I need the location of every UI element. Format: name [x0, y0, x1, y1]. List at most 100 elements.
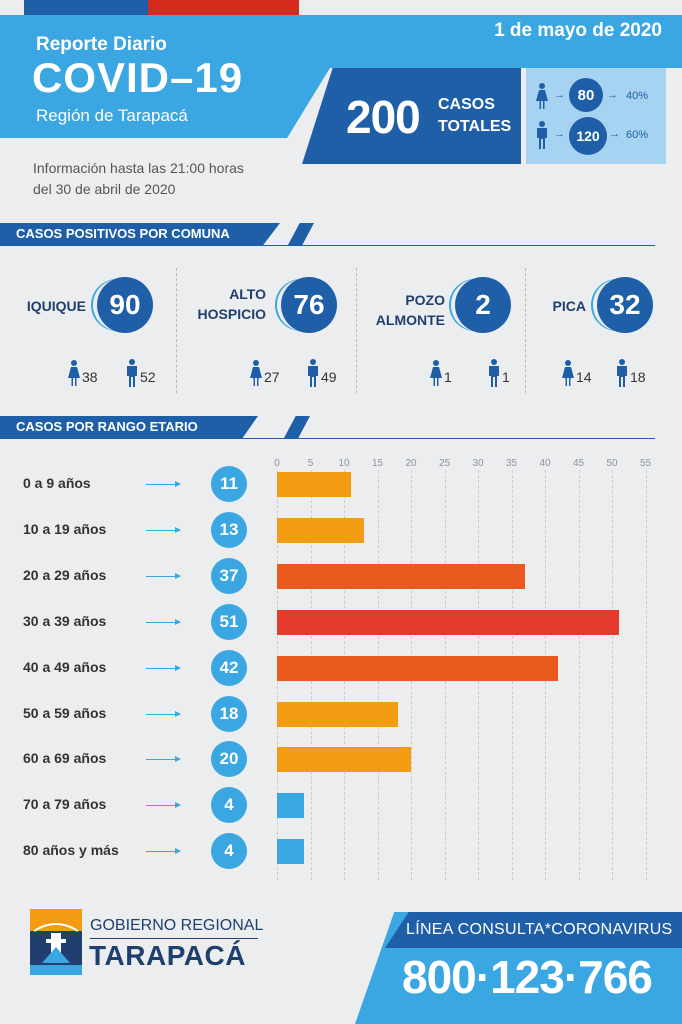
- gov-name-line2: TARAPACÁ: [89, 940, 246, 971]
- comuna-men-count: 49: [321, 369, 337, 385]
- section-header-age: CASOS POR RANGO ETARIO: [0, 416, 258, 438]
- hotline-number[interactable]: 800·123·766: [402, 951, 653, 1003]
- age-count-circle: 37: [211, 557, 247, 594]
- comuna-total: 90: [109, 289, 141, 320]
- age-count-circle: 13: [211, 511, 247, 548]
- comuna-total: 32: [609, 289, 641, 320]
- x-tick-label: 45: [572, 458, 585, 469]
- comuna-total: 76: [293, 289, 325, 320]
- women-total-circle: 80: [569, 78, 603, 112]
- arrow-icon: [146, 664, 181, 671]
- comuna-name-line2: HOSPICIO: [197, 306, 266, 322]
- info-note: Información hasta las 21:00 horas del 30…: [33, 158, 244, 200]
- arrow-icon: [146, 526, 181, 533]
- total-label-line2: TOTALES: [438, 118, 512, 135]
- age-range-label: 40 a 49 años: [23, 658, 107, 675]
- comuna-men-count: 18: [630, 369, 646, 385]
- man-icon: [616, 359, 628, 392]
- data-label: 4: [224, 841, 234, 861]
- data-label: 37: [219, 565, 239, 585]
- age-range-label: 50 a 59 años: [23, 704, 107, 721]
- comuna-total: 2: [475, 289, 491, 320]
- comuna-name-pozo-almonte: POZO ALMONTE: [360, 290, 445, 330]
- grid-line: [645, 470, 647, 880]
- data-label: 51: [219, 611, 239, 631]
- age-count-circle: 42: [211, 649, 247, 686]
- comuna-divider: [176, 268, 177, 393]
- arrow-icon: [146, 618, 181, 625]
- comuna-men-count: 1: [502, 369, 510, 385]
- data-label: 42: [219, 657, 239, 677]
- man-icon: [488, 359, 500, 392]
- age-range-label: 10 a 19 años: [23, 520, 107, 537]
- comuna-name-line1: POZO: [405, 292, 445, 308]
- x-tick-label: 15: [371, 458, 384, 469]
- age-count-circle: 11: [211, 466, 247, 502]
- arrow-icon: [146, 802, 181, 809]
- x-tick-label: 50: [606, 458, 618, 469]
- data-label: 4: [224, 795, 234, 815]
- hotline-label-band: [385, 912, 682, 948]
- woman-icon: [250, 360, 262, 391]
- section-rule: [0, 245, 655, 246]
- x-tick-label: 0: [274, 458, 280, 469]
- age-bar: [277, 839, 304, 865]
- section-title-comunas: CASOS POSITIVOS POR COMUNA: [16, 226, 230, 241]
- age-bar: [277, 517, 365, 543]
- total-cases-number: 200: [346, 91, 421, 143]
- section-title-age: CASOS POR RANGO ETARIO: [16, 419, 198, 434]
- comuna-name-line2: ALMONTE: [375, 312, 445, 328]
- comuna-name-iquique: IQUIQUE: [10, 296, 86, 316]
- men-total: 120: [576, 128, 600, 144]
- age-count-circle: 18: [211, 695, 247, 732]
- women-percent: 40%: [626, 90, 649, 102]
- age-range-label: 20 a 29 años: [23, 566, 107, 583]
- total-label-line1: CASOS: [438, 96, 495, 113]
- comuna-total-circle: 2: [455, 277, 511, 333]
- comuna-name-line1: ALTO: [229, 286, 266, 302]
- age-bar: [277, 701, 398, 727]
- woman-icon: [430, 360, 442, 391]
- arrow-icon: [146, 848, 181, 855]
- man-icon: [126, 359, 138, 392]
- x-tick-label: 40: [539, 458, 551, 469]
- data-label: 18: [219, 703, 239, 723]
- flag-strip-red: [148, 0, 299, 15]
- comuna-divider: [356, 268, 357, 393]
- arrow-icon: →: [609, 128, 620, 140]
- info-line-2: del 30 de abril de 2020: [33, 181, 176, 197]
- comuna-divider: [525, 268, 526, 393]
- total-cases-label: CASOS TOTALES: [438, 94, 511, 138]
- age-bar: [277, 609, 619, 635]
- data-label: 13: [219, 519, 239, 539]
- total-cases-panel: [302, 68, 521, 164]
- comuna-name-alto-hospicio: ALTO HOSPICIO: [180, 284, 266, 324]
- arrow-icon: [146, 572, 181, 579]
- man-icon: [537, 121, 547, 149]
- comuna-men-count: 52: [140, 369, 156, 385]
- comuna-total-circle: 76: [281, 277, 337, 333]
- comuna-women-count: 1: [444, 369, 452, 385]
- gobierno-regional-logo: [30, 909, 82, 975]
- age-bar: [277, 655, 559, 681]
- age-range-label: 80 años y más: [23, 842, 119, 859]
- section-stripe: [284, 416, 310, 438]
- age-bar: [277, 563, 525, 589]
- gov-name-line1: GOBIERNO REGIONAL: [90, 917, 264, 934]
- region-name: Región de Tarapacá: [36, 106, 188, 125]
- data-label: 20: [219, 749, 239, 769]
- age-bar: [277, 793, 304, 819]
- women-total: 80: [577, 86, 595, 104]
- comuna-total-circle: 90: [97, 277, 153, 333]
- age-range-label: 60 a 69 años: [23, 750, 107, 767]
- section-header-comunas: CASOS POSITIVOS POR COMUNA: [0, 223, 280, 245]
- age-range-label: 30 a 39 años: [23, 612, 107, 629]
- section-stripe: [288, 223, 314, 245]
- men-total-circle: 120: [569, 117, 607, 155]
- grid-line: [612, 470, 613, 880]
- arrow-icon: [146, 756, 181, 763]
- man-icon: [307, 359, 319, 392]
- grid-line: [578, 470, 580, 880]
- woman-icon: [562, 360, 574, 391]
- age-range-label: 70 a 79 años: [23, 796, 107, 813]
